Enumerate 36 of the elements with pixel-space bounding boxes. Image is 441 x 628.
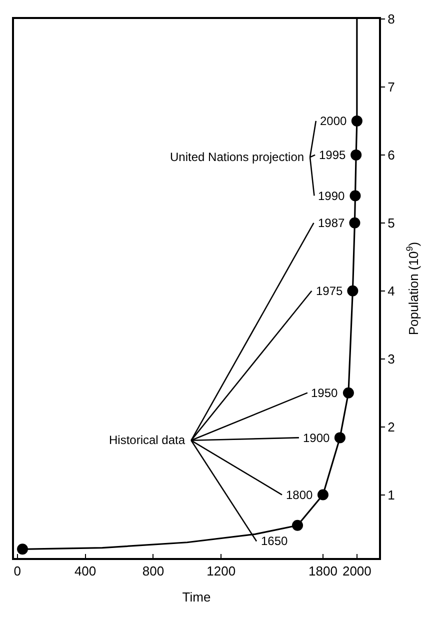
point [347, 285, 358, 296]
x-tick-label: 1200 [206, 564, 236, 579]
x-tick-label: 2000 [342, 564, 372, 579]
point [317, 489, 328, 500]
x-tick-label: 0 [14, 564, 22, 579]
y-tick-label: 2 [388, 419, 395, 434]
point [292, 520, 304, 531]
point [351, 115, 362, 126]
annotation: 1950 [311, 386, 338, 400]
annotation: 1987 [318, 216, 346, 230]
y-tick-label: 8 [388, 12, 395, 27]
point [350, 149, 362, 160]
x-axis-title: Time [182, 590, 211, 605]
y-tick-label: 5 [388, 215, 395, 230]
annotation: 1800 [286, 488, 314, 502]
x-tick-label: 800 [142, 564, 164, 579]
annotation: 1995 [319, 148, 346, 162]
annotation: Historical data [109, 433, 186, 447]
y-tick-label: 7 [388, 80, 395, 95]
point [16, 544, 28, 555]
annotation: 1900 [303, 431, 330, 445]
y-tick-label: 4 [388, 283, 395, 298]
y-tick-label: 3 [388, 351, 395, 366]
point [350, 190, 361, 202]
y-tick-label: 1 [388, 487, 395, 502]
annotation: 2000 [320, 114, 348, 128]
annotation: United Nations projection [170, 150, 304, 164]
x-tick-label: 1800 [308, 564, 338, 579]
point [334, 432, 346, 444]
annotation: 1990 [318, 189, 346, 203]
point [342, 387, 354, 398]
point [349, 217, 360, 228]
x-tick-label: 400 [74, 564, 96, 579]
annotation: 1975 [316, 284, 344, 298]
annotation: 1650 [261, 534, 288, 548]
y-tick-label: 6 [388, 147, 395, 162]
